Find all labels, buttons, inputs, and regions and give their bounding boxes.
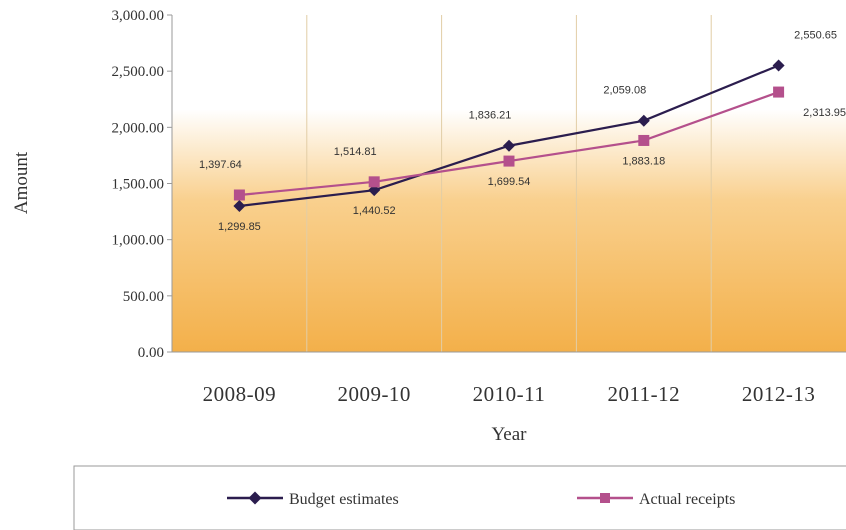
data-label-budget-estimates: 2,550.65 [794, 29, 837, 41]
legend-marker-actual-receipts [600, 493, 610, 503]
x-tick-label: 2012-13 [742, 382, 816, 406]
data-label-budget-estimates: 1,299.85 [218, 221, 261, 233]
x-tick-label: 2008-09 [203, 382, 277, 406]
y-tick-label: 2,500.00 [112, 64, 165, 80]
legend-marker-budget-estimates [248, 491, 262, 505]
y-tick-label: 1,000.00 [112, 233, 165, 249]
data-point-actual-receipts [638, 134, 650, 146]
data-point-budget-estimates [637, 114, 650, 127]
y-axis-tick-labels: 0.00 500.00 1,000.00 1,500.00 2,000.00 2,500.… [112, 8, 172, 361]
data-label-actual-receipts: 1,699.54 [488, 176, 531, 188]
y-axis-title: Amount [11, 151, 32, 214]
data-point-actual-receipts [503, 155, 515, 167]
data-label-budget-estimates: 1,440.52 [353, 205, 396, 217]
data-label-actual-receipts: 2,313.95 [803, 107, 846, 119]
x-axis-tick-labels: 2008-09 2009-10 2010-11 2011-12 2012-13 [203, 382, 816, 406]
plot-area [172, 15, 846, 352]
legend-item-budget-estimates: Budget estimates [227, 491, 399, 508]
data-point-actual-receipts [233, 189, 245, 201]
data-label-actual-receipts: 1,397.64 [199, 159, 242, 171]
x-axis-title: Year [491, 424, 527, 445]
legend-item-actual-receipts: Actual receipts [577, 491, 735, 508]
data-label-actual-receipts: 1,514.81 [334, 146, 377, 158]
y-tick-label: 0.00 [138, 345, 164, 361]
data-point-actual-receipts [368, 176, 380, 188]
series-layer [233, 59, 785, 212]
x-tick-label: 2010-11 [473, 382, 546, 406]
y-tick-label: 3,000.00 [112, 8, 165, 24]
data-label-budget-estimates: 2,059.08 [603, 85, 646, 97]
x-tick-label: 2009-10 [337, 382, 411, 406]
data-point-budget-estimates [772, 59, 785, 72]
legend-label-budget-estimates: Budget estimates [289, 491, 399, 508]
y-tick-label: 500.00 [123, 289, 164, 305]
data-label-budget-estimates: 1,836.21 [469, 110, 512, 122]
legend-label-actual-receipts: Actual receipts [639, 491, 735, 508]
data-label-actual-receipts: 1,883.18 [622, 155, 665, 167]
grid-lines [306, 15, 712, 352]
data-point-actual-receipts [773, 86, 785, 98]
x-tick-label: 2011-12 [607, 382, 680, 406]
y-tick-label: 2,000.00 [112, 120, 165, 136]
y-tick-label: 1,500.00 [112, 177, 165, 193]
legend-box [73, 465, 846, 530]
data-point-budget-estimates [503, 139, 515, 152]
data-point-budget-estimates [233, 199, 246, 212]
data-labels: 1,299.85 1,440.52 1,836.21 2,059.08 2,550.65… [199, 29, 846, 233]
